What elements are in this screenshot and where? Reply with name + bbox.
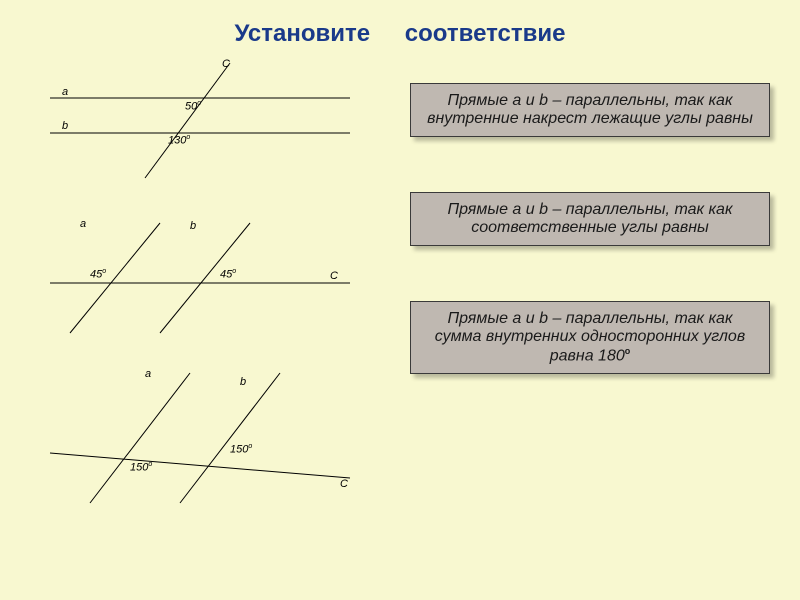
angle-50: 50o	[185, 100, 201, 113]
line-b	[180, 373, 280, 503]
theorem-box-3[interactable]: Прямые а и b – параллельны, так как сумм…	[410, 301, 770, 374]
theorem-text: Прямые а и b – параллельны, так как сумм…	[435, 310, 745, 364]
label-b: b	[62, 120, 68, 132]
label-C: C	[330, 270, 338, 282]
angle-45-2: 45o	[220, 268, 236, 281]
label-a: a	[80, 218, 86, 230]
diagram-2: a b C 45o 45o	[30, 208, 410, 368]
label-C: C	[340, 478, 348, 490]
diagram-1-svg	[30, 58, 370, 198]
line-a	[90, 373, 190, 503]
angle-45-1: 45o	[90, 268, 106, 281]
diagram-1: a b C 50o 130o	[30, 58, 410, 208]
angle-150-1: 150o	[130, 461, 152, 474]
theorems-column: Прямые а и b – параллельны, так как внут…	[410, 58, 770, 528]
angle-150-2: 150o	[230, 443, 252, 456]
label-b: b	[240, 376, 246, 388]
line-a	[70, 223, 160, 333]
diagram-3: a b C 150o 150o	[30, 368, 410, 528]
diagrams-column: a b C 50o 130o a b C 45o 45o	[30, 58, 410, 528]
label-b: b	[190, 220, 196, 232]
transversal-c	[145, 63, 230, 178]
page-title: Установите соответствие	[0, 0, 800, 48]
angle-130: 130o	[168, 134, 190, 147]
theorem-text: Прямые а и b – параллельны, так как внут…	[427, 92, 753, 127]
line-b	[160, 223, 250, 333]
main-content: a b C 50o 130o a b C 45o 45o	[0, 48, 800, 528]
label-a: a	[62, 86, 68, 98]
theorem-text: Прямые а и b – параллельны, так как соот…	[447, 201, 732, 236]
degree-symbol: o	[625, 346, 631, 356]
theorem-box-2[interactable]: Прямые а и b – параллельны, так как соот…	[410, 192, 770, 246]
diagram-3-svg	[30, 368, 370, 518]
line-c	[50, 453, 350, 478]
label-C: C	[222, 58, 230, 70]
label-a: a	[145, 368, 151, 380]
theorem-box-1[interactable]: Прямые а и b – параллельны, так как внут…	[410, 83, 770, 137]
